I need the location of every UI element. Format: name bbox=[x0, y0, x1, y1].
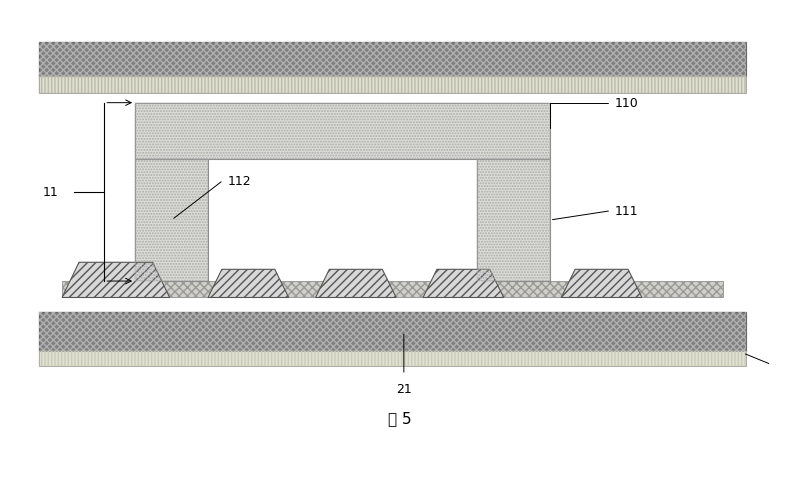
Bar bbox=[39, 312, 746, 352]
Bar bbox=[62, 282, 722, 298]
Text: 图 5: 图 5 bbox=[388, 410, 412, 425]
Text: 111: 111 bbox=[615, 205, 638, 218]
Bar bbox=[39, 351, 746, 367]
Bar bbox=[39, 312, 746, 352]
Text: 11: 11 bbox=[42, 186, 58, 199]
Bar bbox=[135, 160, 208, 282]
Bar bbox=[135, 103, 550, 160]
Polygon shape bbox=[208, 270, 289, 298]
Polygon shape bbox=[562, 270, 642, 298]
Bar bbox=[62, 282, 722, 298]
Bar bbox=[477, 160, 550, 282]
Bar bbox=[135, 103, 550, 160]
Polygon shape bbox=[423, 270, 504, 298]
Text: 21: 21 bbox=[396, 382, 412, 395]
Bar bbox=[39, 351, 746, 367]
Polygon shape bbox=[62, 263, 170, 298]
Bar bbox=[39, 77, 746, 94]
Polygon shape bbox=[315, 270, 396, 298]
Bar bbox=[39, 77, 746, 94]
Bar bbox=[39, 42, 746, 78]
Text: 110: 110 bbox=[615, 97, 638, 110]
Text: 112: 112 bbox=[227, 174, 251, 187]
Bar bbox=[39, 42, 746, 78]
Bar bbox=[477, 160, 550, 282]
Bar bbox=[135, 160, 208, 282]
